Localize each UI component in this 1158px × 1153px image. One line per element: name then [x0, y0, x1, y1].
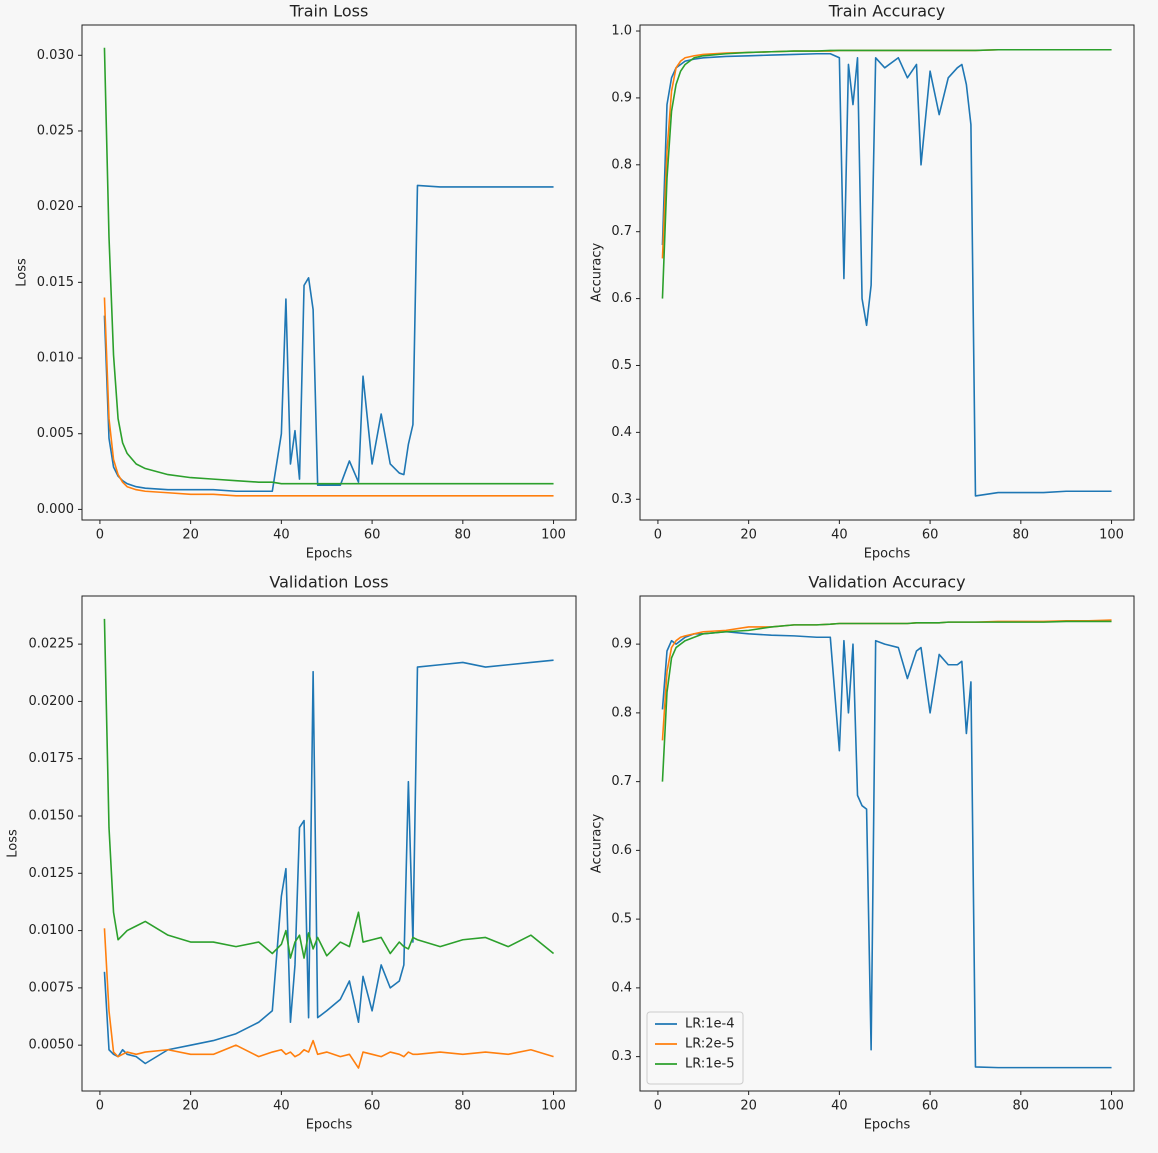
x-tick-label: 80 — [455, 1099, 472, 1114]
x-tick-label: 20 — [740, 528, 757, 543]
plot-area — [640, 25, 1134, 520]
y-tick-label: 0.8 — [611, 157, 632, 172]
y-tick-label: 0.6 — [611, 843, 632, 858]
x-tick-label: 40 — [273, 528, 290, 543]
x-tick-label: 0 — [654, 1099, 662, 1114]
x-tick-label: 40 — [831, 1099, 848, 1114]
plot-area — [82, 25, 576, 520]
x-tick-label: 0 — [96, 528, 104, 543]
plot-frame — [81, 595, 577, 1092]
y-tick-label: 0.0125 — [29, 866, 75, 881]
y-tick-label: 0.030 — [37, 48, 74, 63]
y-tick-label: 0.4 — [611, 425, 632, 440]
x-tick-label: 100 — [1099, 528, 1124, 543]
plot-area — [82, 596, 576, 1091]
x-tick-label: 80 — [455, 528, 472, 543]
y-tick-label: 0.4 — [611, 980, 632, 995]
x-tick-label: 100 — [1099, 1099, 1124, 1114]
legend-box — [646, 1011, 744, 1085]
series-line — [103, 618, 555, 959]
x-tick-label: 100 — [541, 1099, 566, 1114]
y-tick-label: 0.5 — [611, 912, 632, 927]
legend: LR:1e-4 LR:2e-5 LR:1e-5 — [646, 1011, 744, 1085]
x-tick-label: 60 — [922, 528, 939, 543]
y-tick-label: 0.0050 — [29, 1038, 75, 1053]
y-tick-label: 0.015 — [37, 275, 74, 290]
x-tick-label: 20 — [740, 1099, 757, 1114]
y-axis-label: Loss — [15, 258, 30, 287]
y-tick-label: 0.020 — [37, 199, 74, 214]
subplot: Validation Accuracy Epochs Accuracy 0 20 40 60… — [590, 573, 1135, 1133]
y-tick-label: 0.9 — [611, 90, 632, 105]
y-tick-label: 0.005 — [37, 426, 74, 441]
plot-frame — [639, 595, 1135, 1092]
y-tick-label: 0.3 — [611, 1049, 632, 1064]
y-tick-label: 0.0175 — [29, 751, 75, 766]
plot-frame — [639, 24, 1135, 521]
legend-label: LR:1e-4 — [685, 1017, 735, 1032]
x-axis-label: Epochs — [864, 1118, 911, 1133]
subplot: Train Accuracy Epochs Accuracy 0 20 40 60 80 100… — [590, 2, 1135, 562]
y-tick-label: 0.6 — [611, 291, 632, 306]
y-tick-label: 0.8 — [611, 705, 632, 720]
y-axis-label: Accuracy — [590, 814, 605, 874]
series-line — [103, 184, 554, 493]
series-line — [661, 52, 1112, 497]
x-axis-label: Epochs — [864, 547, 911, 562]
x-axis-label: Epochs — [306, 1118, 353, 1133]
y-axis-label: Accuracy — [590, 243, 605, 303]
x-tick-label: 40 — [273, 1099, 290, 1114]
legend-label: LR:1e-5 — [685, 1057, 735, 1072]
x-tick-label: 0 — [96, 1099, 104, 1114]
legend-label: LR:2e-5 — [685, 1037, 735, 1052]
y-tick-label: 0.025 — [37, 123, 74, 138]
subplot-title: Validation Loss — [269, 573, 388, 592]
y-tick-label: 0.7 — [611, 224, 632, 239]
x-tick-label: 80 — [1013, 528, 1030, 543]
y-tick-label: 0.7 — [611, 774, 632, 789]
x-tick-label: 60 — [364, 1099, 381, 1114]
subplot-title: Train Loss — [289, 2, 369, 21]
series-line — [103, 659, 554, 1065]
y-axis-label: Loss — [6, 829, 21, 858]
subplot-title: Validation Accuracy — [808, 573, 965, 592]
y-tick-label: 0.010 — [37, 351, 74, 366]
y-tick-label: 0.0100 — [29, 923, 75, 938]
x-tick-label: 40 — [831, 528, 848, 543]
subplot: Train Loss Epochs Loss 0 20 40 60 80 100 0.000 0.0… — [15, 2, 577, 562]
plot-frame — [81, 24, 577, 521]
series-line — [661, 620, 1112, 782]
x-axis-label: Epochs — [306, 547, 353, 562]
y-tick-label: 1.0 — [611, 24, 632, 39]
y-tick-label: 0.0200 — [29, 694, 75, 709]
series-line — [661, 48, 1112, 299]
x-tick-label: 100 — [541, 528, 566, 543]
y-tick-label: 0.3 — [611, 492, 632, 507]
series-line — [103, 928, 554, 1069]
series-line — [103, 47, 554, 485]
x-tick-label: 80 — [1013, 1099, 1030, 1114]
y-tick-label: 0.000 — [37, 502, 74, 517]
x-tick-label: 60 — [364, 528, 381, 543]
series-line — [103, 297, 554, 497]
plot-area — [640, 596, 1134, 1091]
y-tick-label: 0.5 — [611, 358, 632, 373]
subplot: Validation Loss Epochs Loss 0 20 40 60 80 100 0.0… — [6, 573, 577, 1133]
y-tick-label: 0.0150 — [29, 809, 75, 824]
x-tick-label: 20 — [182, 528, 199, 543]
y-tick-label: 0.0075 — [29, 980, 75, 995]
x-tick-label: 20 — [182, 1099, 199, 1114]
y-tick-label: 0.0225 — [29, 637, 75, 652]
subplot-title: Train Accuracy — [828, 2, 946, 21]
x-tick-label: 60 — [922, 1099, 939, 1114]
x-tick-label: 0 — [654, 528, 662, 543]
y-tick-label: 0.9 — [611, 637, 632, 652]
